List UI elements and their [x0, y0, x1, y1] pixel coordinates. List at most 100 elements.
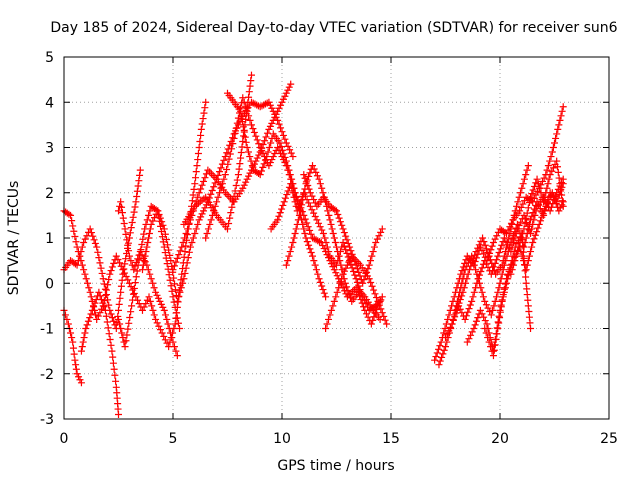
data-point: [138, 251, 146, 259]
data-point: [312, 168, 320, 176]
data-point: [239, 123, 247, 131]
data-point: [479, 234, 487, 242]
data-point: [132, 258, 140, 266]
data-point: [169, 338, 177, 346]
data-point: [306, 169, 314, 177]
data-point: [69, 338, 77, 346]
data-point: [143, 296, 151, 304]
data-point: [140, 257, 148, 265]
data-point: [456, 296, 464, 304]
data-point: [345, 258, 353, 266]
data-point: [525, 220, 533, 228]
data-point: [448, 320, 456, 328]
data-point: [525, 199, 533, 207]
data-point: [531, 231, 539, 239]
data-point: [197, 213, 205, 221]
data-point: [220, 156, 228, 164]
data-point: [269, 116, 277, 124]
data-point: [125, 319, 133, 327]
data-point: [255, 151, 263, 159]
data-point: [159, 221, 167, 229]
data-point: [162, 311, 170, 319]
data-point: [83, 321, 91, 329]
data-point: [335, 252, 343, 260]
data-point: [489, 239, 497, 247]
data-point: [335, 284, 343, 292]
data-point: [230, 134, 238, 142]
data-point: [494, 325, 502, 332]
data-point: [495, 248, 503, 256]
data-point: [282, 139, 290, 147]
data-point: [164, 320, 172, 328]
data-point: [136, 171, 144, 179]
data-point: [117, 282, 125, 290]
data-point: [250, 128, 258, 136]
data-point: [182, 264, 190, 272]
data-point: [146, 225, 154, 233]
data-point: [344, 286, 352, 294]
data-point: [490, 267, 498, 275]
data-point: [381, 316, 389, 324]
data-point: [275, 120, 283, 128]
data-point: [180, 275, 188, 283]
data-point: [276, 139, 284, 147]
data-point: [493, 232, 501, 240]
data-point: [179, 239, 187, 247]
data-point: [373, 305, 381, 313]
data-point: [285, 252, 293, 260]
data-point: [143, 216, 151, 224]
data-point: [275, 212, 283, 220]
data-point: [548, 148, 556, 156]
data-point: [377, 228, 385, 236]
data-point: [188, 197, 196, 205]
data-point: [199, 115, 207, 123]
data-point: [558, 201, 566, 209]
data-point: [504, 239, 512, 247]
data-point: [106, 270, 114, 278]
y-tick-label: 0: [45, 276, 54, 292]
data-point: [300, 225, 308, 233]
data-point: [247, 77, 255, 85]
data-point: [178, 270, 186, 278]
data-point: [500, 288, 508, 296]
data-point: [247, 157, 255, 165]
data-point: [147, 220, 155, 228]
data-point: [268, 119, 276, 127]
data-point: [119, 270, 127, 278]
data-point: [238, 118, 246, 126]
data-point: [527, 193, 535, 201]
data-point: [459, 288, 467, 296]
data-point: [549, 164, 557, 172]
data-point: [146, 270, 154, 278]
data-point: [197, 185, 205, 193]
data-point: [508, 266, 516, 274]
data-point: [76, 252, 84, 260]
data-point: [541, 193, 549, 201]
data-point: [274, 107, 282, 115]
data-point: [140, 230, 148, 238]
data-point: [152, 315, 160, 323]
data-point: [203, 229, 211, 237]
data-point: [534, 180, 542, 188]
data-point: [197, 125, 205, 133]
data-point: [510, 231, 518, 239]
data-point: [129, 213, 137, 221]
data-point: [311, 213, 319, 221]
data-point: [125, 252, 133, 260]
data-point: [123, 331, 131, 339]
y-tick-label: 4: [45, 95, 54, 111]
data-point: [315, 175, 323, 183]
data-point: [120, 269, 128, 277]
data-point: [304, 223, 312, 231]
data-point: [360, 276, 368, 284]
data-point: [458, 309, 466, 317]
data-point: [487, 311, 495, 319]
data-point: [442, 334, 449, 342]
data-point: [488, 259, 496, 267]
data-point: [131, 203, 139, 211]
data-point: [493, 330, 501, 338]
data-point: [325, 211, 333, 219]
data-point: [139, 235, 147, 243]
data-point: [528, 243, 536, 251]
data-point: [320, 245, 328, 253]
